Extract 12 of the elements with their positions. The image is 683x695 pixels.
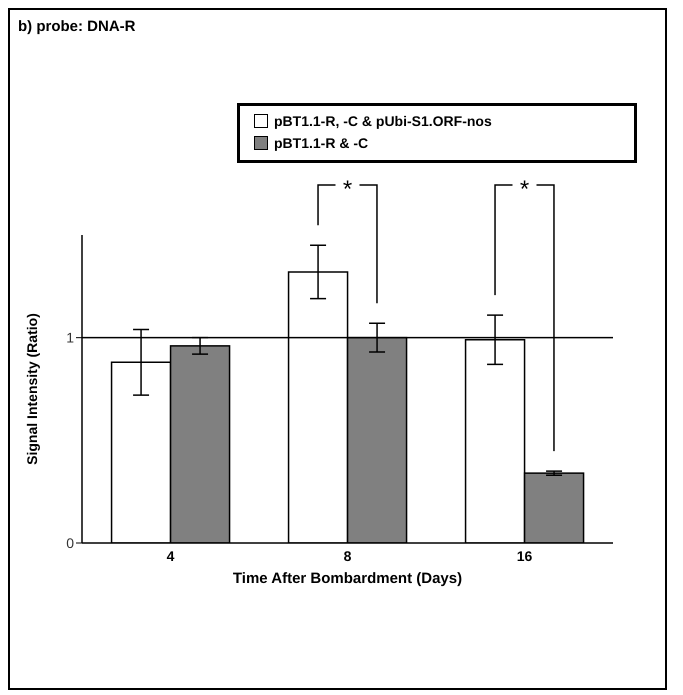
legend-label: pBT1.1-R, -C & pUbi-S1.ORF-nos xyxy=(274,113,492,129)
text: * xyxy=(520,176,530,203)
x-tick-label: 8 xyxy=(344,548,352,564)
chart-title: b) probe: DNA-R xyxy=(18,18,136,35)
y-tick-label: 1 xyxy=(66,330,74,346)
legend-label: pBT1.1-R & -C xyxy=(274,135,368,151)
text: * xyxy=(342,176,352,203)
y-tick-label: 0 xyxy=(66,534,74,551)
x-tick-label: 4 xyxy=(166,548,175,564)
x-axis-title: Time After Bombardment (Days) xyxy=(232,570,462,587)
y-axis-title: Signal Intensity (Ratio) xyxy=(24,313,40,465)
x-tick-label: 16 xyxy=(516,548,532,564)
